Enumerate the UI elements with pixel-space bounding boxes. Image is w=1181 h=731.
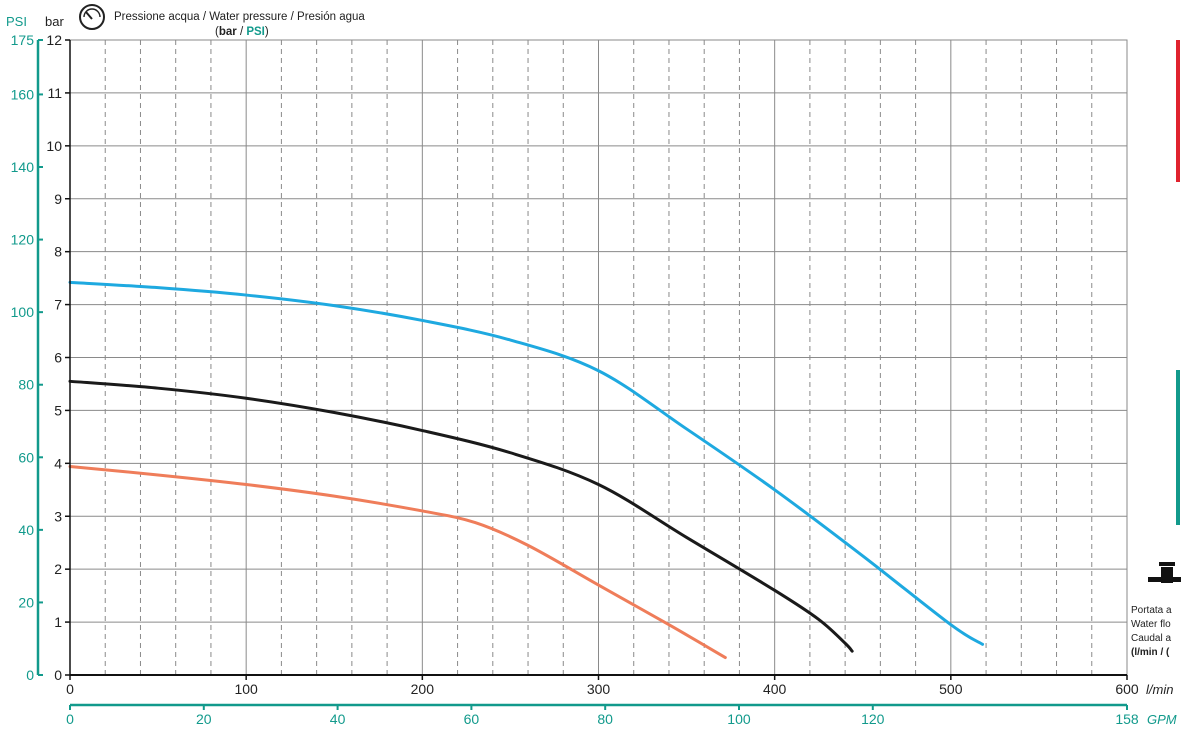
series-line-1 xyxy=(68,280,985,646)
lmin-tick-label: 500 xyxy=(939,681,963,697)
psi-tick-label: 120 xyxy=(11,232,35,248)
gpm-tick-label: 0 xyxy=(66,711,74,727)
chart-units: (bar / PSI) xyxy=(215,26,269,38)
bar-tick-label: 8 xyxy=(54,244,62,260)
x-axis-unit-gpm: GPM xyxy=(1147,712,1177,727)
flow-label-line2: Water flo xyxy=(1131,619,1171,630)
flow-label-line4: (l/min / ( xyxy=(1131,647,1170,658)
psi-tick-label: 140 xyxy=(11,159,35,175)
bar-tick-label: 12 xyxy=(46,32,62,48)
bar-tick-label: 2 xyxy=(54,561,62,577)
bar-tick-label: 1 xyxy=(54,614,62,630)
lmin-tick-label: 600 xyxy=(1115,681,1139,697)
axes: 0123456789101112020406080100120140160175… xyxy=(11,32,1139,727)
chart-title: Pressione acqua / Water pressure / Presi… xyxy=(114,11,365,23)
psi-tick-label: 40 xyxy=(18,522,34,538)
bar-tick-label: 9 xyxy=(54,191,62,207)
tap-icon xyxy=(1148,562,1181,583)
bar-tick-label: 11 xyxy=(47,85,62,101)
series-line-3 xyxy=(68,465,727,660)
side-red-bar xyxy=(1176,40,1180,182)
flow-label-line1: Portata a xyxy=(1131,605,1172,616)
series-line-2 xyxy=(68,379,854,653)
bar-tick-label: 5 xyxy=(54,402,62,418)
gpm-tick-label: 60 xyxy=(464,711,480,727)
psi-tick-label: 160 xyxy=(11,86,35,102)
psi-tick-label: 20 xyxy=(18,594,34,610)
psi-tick-label: 100 xyxy=(11,304,35,320)
gpm-tick-label: 40 xyxy=(330,711,346,727)
flow-label-line3: Caudal a xyxy=(1131,633,1171,644)
side-green-bar xyxy=(1176,370,1180,525)
gpm-tick-label: 80 xyxy=(597,711,613,727)
bar-tick-label: 10 xyxy=(46,138,62,154)
psi-tick-label: 175 xyxy=(11,32,35,48)
bar-tick-label: 6 xyxy=(54,350,62,366)
bar-axis-label: bar xyxy=(45,14,64,29)
lmin-tick-label: 300 xyxy=(587,681,611,697)
lmin-tick-label: 200 xyxy=(411,681,435,697)
pressure-gauge-icon xyxy=(79,4,105,30)
grid xyxy=(69,39,1128,676)
psi-tick-label: 0 xyxy=(26,667,34,683)
gpm-tick-label: 158 xyxy=(1115,711,1139,727)
psi-tick-label: 60 xyxy=(18,449,34,465)
bar-tick-label: 3 xyxy=(54,508,62,524)
gpm-tick-label: 120 xyxy=(861,711,885,727)
x-axis-unit-lmin: l/min xyxy=(1146,682,1173,697)
bar-tick-label: 7 xyxy=(54,297,62,313)
lmin-tick-label: 0 xyxy=(66,681,74,697)
psi-tick-label: 80 xyxy=(18,377,34,393)
psi-axis-label: PSI xyxy=(6,14,27,29)
curves xyxy=(68,280,985,660)
gpm-tick-label: 20 xyxy=(196,711,212,727)
bar-tick-label: 0 xyxy=(54,667,62,683)
gpm-tick-label: 100 xyxy=(727,711,751,727)
lmin-tick-label: 400 xyxy=(763,681,787,697)
bar-tick-label: 4 xyxy=(54,455,62,471)
lmin-tick-label: 100 xyxy=(234,681,258,697)
